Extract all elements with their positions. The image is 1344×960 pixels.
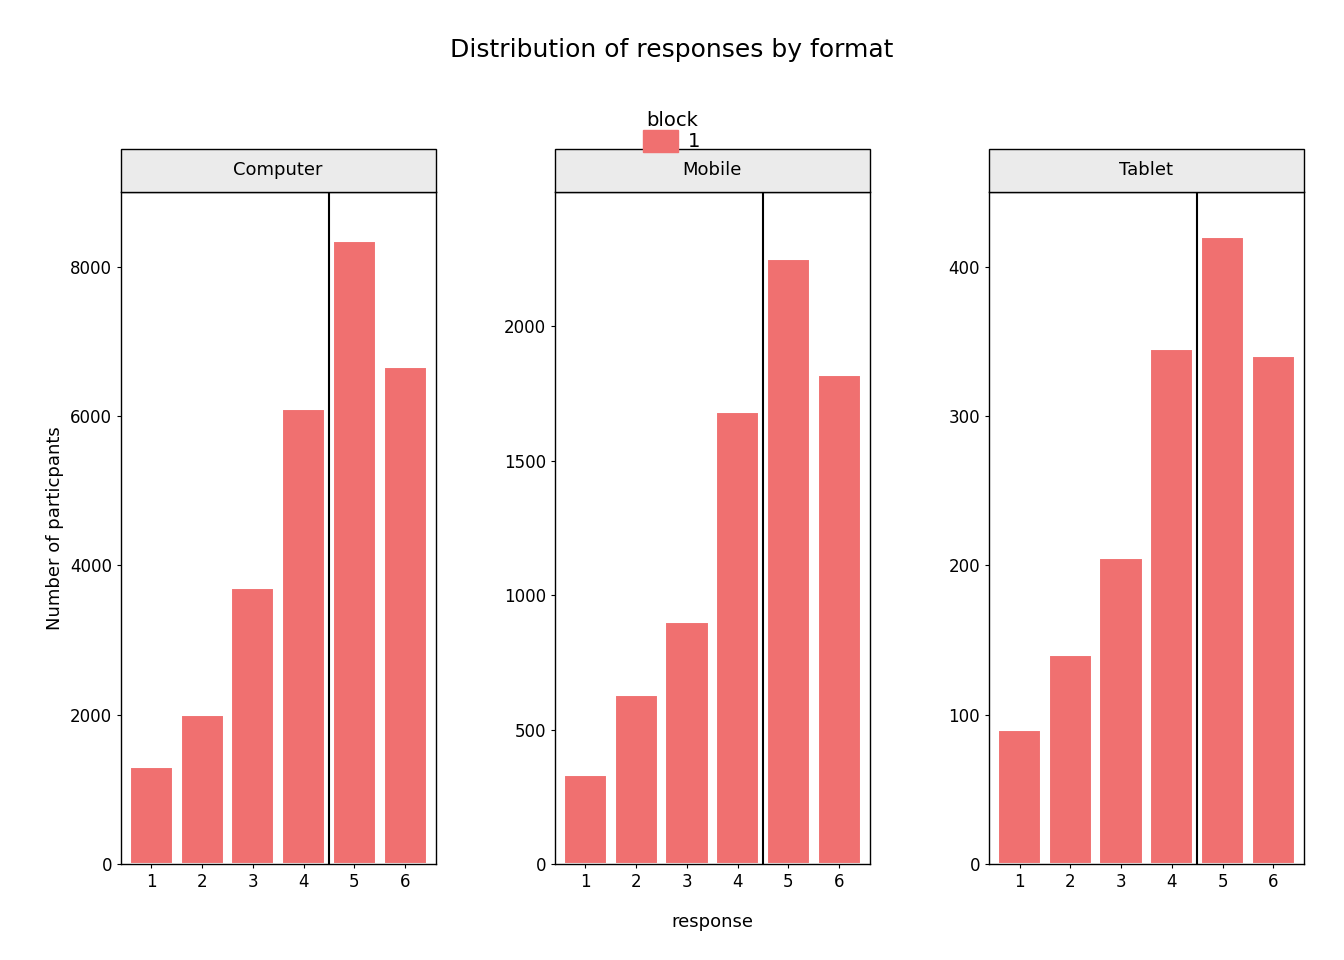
Y-axis label: Number of particpants: Number of particpants [46, 426, 65, 630]
Bar [180, 714, 223, 864]
Text: response: response [671, 913, 754, 931]
Bar [383, 368, 426, 864]
Bar [767, 259, 810, 864]
Bar [665, 622, 708, 864]
Bar [1251, 356, 1294, 864]
Text: Computer: Computer [234, 161, 323, 180]
Bar [282, 409, 325, 864]
Text: Distribution of responses by format: Distribution of responses by format [450, 38, 894, 62]
Bar [231, 588, 274, 864]
Bar [1048, 655, 1091, 864]
Bar [1150, 348, 1193, 864]
Bar [614, 695, 657, 864]
Bar [1099, 558, 1142, 864]
Bar [333, 241, 376, 864]
Bar [716, 413, 759, 864]
Text: Mobile: Mobile [683, 161, 742, 180]
Bar [817, 374, 860, 864]
Legend: 1: 1 [644, 110, 700, 152]
Bar [130, 767, 173, 864]
Text: Tablet: Tablet [1120, 161, 1173, 180]
Bar [999, 730, 1042, 864]
Bar [1202, 237, 1245, 864]
Bar [564, 776, 607, 864]
